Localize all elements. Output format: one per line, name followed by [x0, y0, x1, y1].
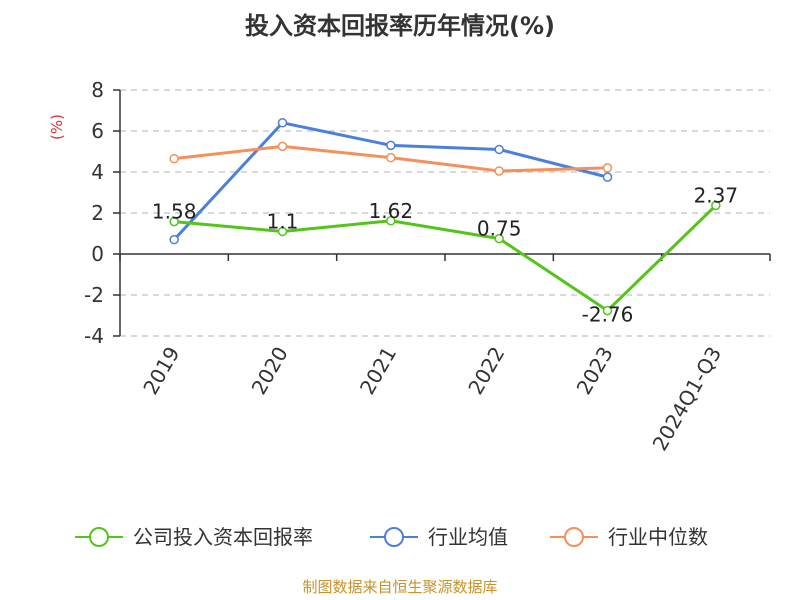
y-tick-label: 6	[91, 119, 104, 143]
y-tick-label: -4	[84, 324, 104, 348]
legend-item[interactable]: 公司投入资本回报率	[75, 525, 313, 549]
data-label-layer: 1.58 1.1 1.62 0.75 -2.76 2.37	[152, 183, 738, 326]
data-label: 1.62	[369, 199, 414, 223]
source-note: 制图数据来自恒生聚源数据库	[302, 578, 497, 596]
series-point	[602, 172, 613, 182]
legend-marker	[89, 527, 109, 547]
chart-title: 投入资本回报率历年情况(%)	[245, 12, 555, 40]
axis-layer: 8 6 4 2 0 -2 -4 2019 2020 2021 2022 2023 2024Q1-Q3	[84, 78, 771, 455]
series-point	[602, 305, 613, 316]
legend-label: 行业中位数	[608, 525, 708, 549]
series-point	[386, 152, 396, 163]
y-tick-label: 2	[91, 201, 104, 225]
series-point	[386, 216, 396, 226]
y-unit-label: (%)	[48, 114, 66, 140]
y-tick-label: 4	[91, 160, 104, 184]
series-point	[602, 163, 613, 173]
series-point	[169, 234, 179, 245]
series-point	[711, 200, 721, 211]
legend-marker	[564, 527, 584, 547]
series-layer	[169, 118, 721, 316]
legend-marker	[384, 527, 404, 547]
y-tick-label: 0	[91, 242, 104, 266]
grid-layer	[120, 89, 770, 337]
y-tick-label: 8	[91, 78, 104, 102]
y-tick-label: -2	[84, 283, 104, 307]
legend[interactable]: 公司投入资本回报率 行业均值 行业中位数	[75, 525, 708, 549]
x-tick-label: 2023	[572, 343, 618, 399]
data-label: 1.1	[267, 209, 299, 233]
data-label: -2.76	[582, 303, 634, 327]
series-point	[169, 153, 179, 164]
data-label: 0.75	[477, 217, 522, 241]
series-point	[386, 140, 396, 151]
series-point	[494, 166, 504, 176]
data-label: 1.58	[152, 200, 197, 224]
data-label: 2.37	[694, 183, 739, 207]
series-point	[494, 233, 504, 244]
series-line	[174, 204, 717, 313]
series-point	[277, 118, 288, 128]
legend-item[interactable]: 行业均值	[370, 525, 508, 549]
legend-label: 行业均值	[428, 525, 508, 549]
x-tick-label: 2020	[247, 343, 293, 399]
x-tick-label: 2022	[463, 342, 509, 398]
legend-item[interactable]: 行业中位数	[550, 525, 708, 549]
x-tick-label: 2019	[138, 343, 184, 399]
series-point	[277, 226, 288, 237]
x-tick-label: 2024Q1-Q3	[647, 343, 726, 455]
legend-label: 公司投入资本回报率	[133, 525, 313, 549]
series-point	[277, 141, 288, 152]
series-point	[169, 216, 179, 227]
x-tick-label: 2021	[355, 343, 401, 399]
series-point	[494, 144, 504, 155]
